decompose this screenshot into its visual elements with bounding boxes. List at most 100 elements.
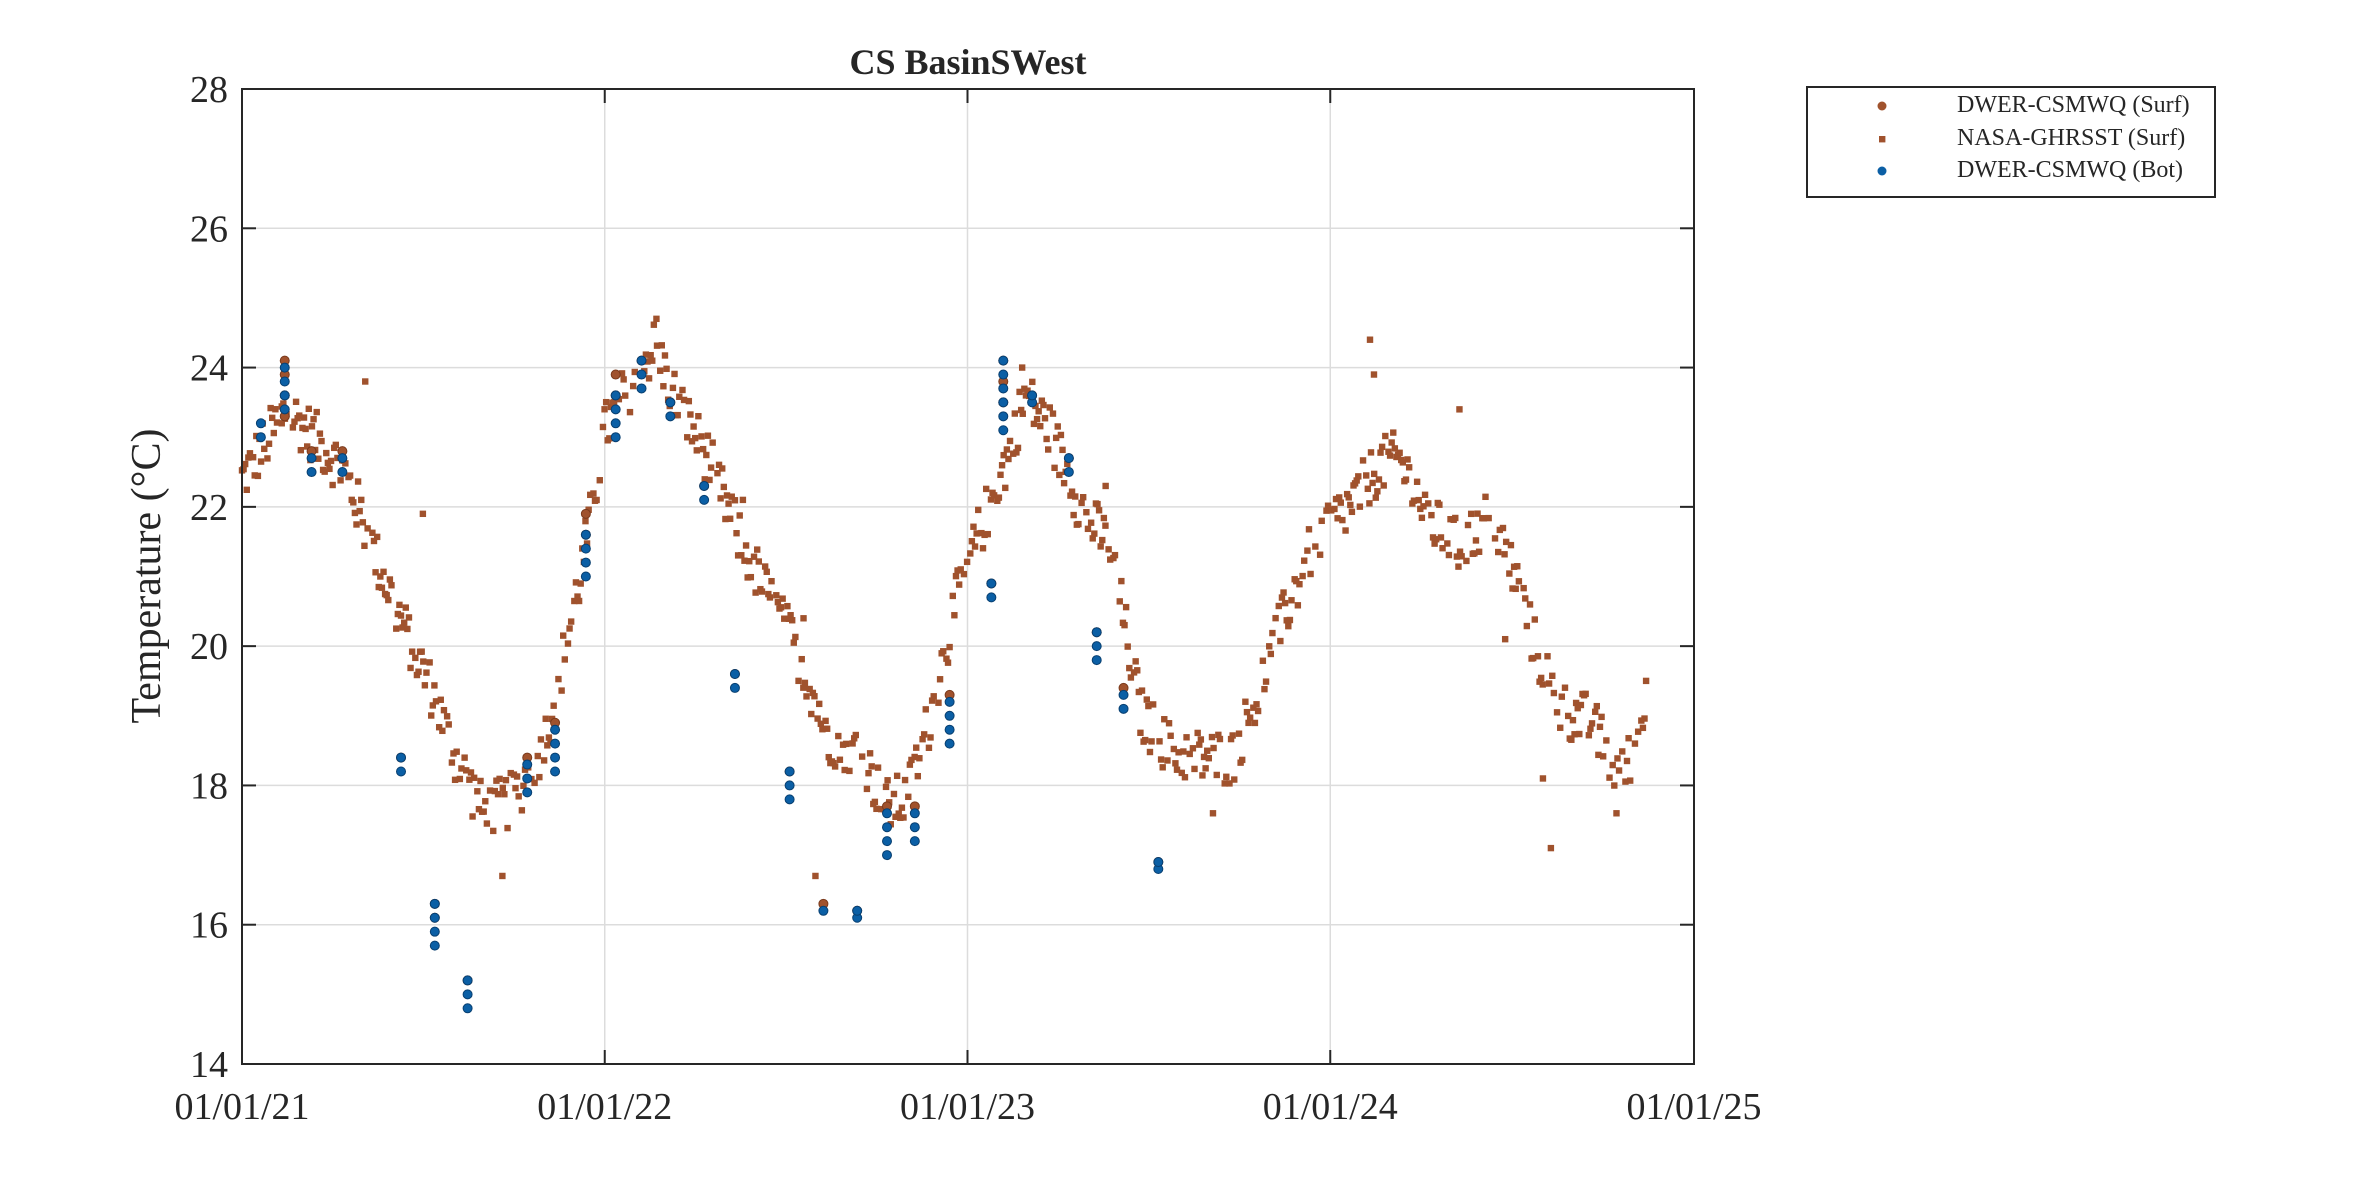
ghrsst-point — [610, 399, 618, 406]
ghrsst-point — [346, 472, 354, 479]
ghrsst-point — [1024, 387, 1031, 394]
ghrsst-point — [927, 734, 934, 741]
ghrsst-point — [1522, 595, 1529, 602]
dwer-bot-point — [429, 940, 440, 951]
ghrsst-point — [1598, 713, 1605, 721]
ghrsst-point — [1585, 732, 1593, 739]
ghrsst-point — [1118, 577, 1125, 585]
ghrsst-point — [583, 540, 591, 547]
ghrsst-point — [773, 592, 780, 599]
ghrsst-point — [377, 573, 384, 580]
ghrsst-point — [254, 472, 262, 480]
ghrsst-point — [795, 677, 802, 685]
ghrsst-point — [647, 351, 654, 359]
dwer-bot-point — [998, 411, 1009, 422]
ghrsst-point — [1545, 680, 1553, 687]
y-tick-label: 18 — [190, 765, 228, 807]
dwer-bot-point — [610, 390, 621, 401]
ghrsst-point — [1390, 429, 1397, 436]
ghrsst-point — [241, 460, 249, 468]
ghrsst-point — [1437, 534, 1445, 541]
dwer-bot-point — [580, 557, 591, 568]
ghrsst-point — [272, 406, 279, 413]
y-tick-label: 22 — [190, 487, 228, 529]
legend-label: DWER-CSMWQ (Surf) — [1957, 92, 2190, 118]
ghrsst-point — [1491, 535, 1499, 542]
legend-marker — [1877, 101, 1887, 111]
ghrsst-point — [1229, 732, 1236, 739]
ghrsst-point — [1410, 497, 1418, 504]
ghrsst-point — [370, 537, 378, 545]
ghrsst-point — [1539, 775, 1547, 782]
ghrsst-point — [968, 537, 976, 545]
ghrsst-point — [693, 447, 700, 454]
ghrsst-point — [1495, 548, 1502, 556]
ghrsst-point — [372, 569, 379, 576]
ghrsst-point — [1526, 601, 1534, 608]
ghrsst-point — [1456, 406, 1463, 413]
ghrsst-point — [1388, 439, 1395, 446]
ghrsst-point — [1391, 445, 1399, 452]
ghrsst-point — [1480, 515, 1488, 522]
ghrsst-point — [1557, 724, 1564, 731]
dwer-bot-point — [255, 418, 266, 429]
ghrsst-point — [1159, 764, 1166, 771]
ghrsst-point — [1157, 756, 1165, 763]
ghrsst-point — [1148, 738, 1155, 745]
ghrsst-point — [990, 492, 998, 499]
ghrsst-point — [1221, 780, 1228, 787]
ghrsst-point — [650, 321, 658, 328]
ghrsst-point — [698, 433, 705, 440]
ghrsst-point — [440, 706, 448, 714]
ghrsst-point — [852, 731, 859, 739]
ghrsst-point — [898, 804, 906, 811]
ghrsst-point — [1277, 637, 1284, 645]
ghrsst-point — [1078, 499, 1085, 507]
ghrsst-point — [1366, 336, 1374, 343]
ghrsst-point — [1035, 408, 1042, 415]
ghrsst-point — [790, 639, 797, 646]
ghrsst-point — [1051, 464, 1058, 472]
dwer-bot-point — [429, 912, 440, 923]
ghrsst-point — [300, 414, 308, 421]
ghrsst-point — [606, 435, 613, 442]
dwer-bot-point — [986, 578, 997, 589]
ghrsst-point — [321, 468, 328, 475]
ghrsst-point — [1425, 500, 1432, 507]
ghrsst-point — [400, 619, 408, 626]
ghrsst-point — [463, 767, 470, 774]
ghrsst-point — [1040, 401, 1047, 409]
ghrsst-point — [1372, 494, 1379, 501]
ghrsst-point — [1142, 736, 1149, 744]
ghrsst-point — [901, 776, 909, 784]
ghrsst-point — [396, 601, 403, 609]
ghrsst-point — [550, 702, 557, 709]
ghrsst-point — [302, 425, 309, 433]
ghrsst-point — [351, 509, 359, 517]
ghrsst-point — [1558, 693, 1566, 700]
ghrsst-point — [669, 384, 677, 392]
ghrsst-point — [1324, 502, 1332, 509]
ghrsst-point — [420, 658, 427, 665]
ghrsst-point — [1375, 476, 1383, 483]
ghrsst-point — [531, 779, 538, 787]
ghrsst-point — [1382, 432, 1389, 440]
ghrsst-point — [445, 721, 452, 728]
dwer-bot-point — [279, 390, 290, 401]
data-points — [238, 315, 1650, 1014]
ghrsst-point — [428, 712, 435, 719]
ghrsst-point — [399, 624, 406, 631]
ghrsst-point — [1239, 756, 1246, 764]
ghrsst-point — [890, 790, 898, 798]
ghrsst-point — [1005, 455, 1012, 463]
ghrsst-point — [1370, 470, 1378, 478]
ghrsst-point — [466, 776, 473, 783]
dwer-bot-point — [550, 752, 561, 763]
ghrsst-point — [658, 342, 665, 349]
ghrsst-point — [1475, 548, 1483, 555]
ghrsst-point — [564, 640, 572, 647]
dwer-bot-point — [998, 369, 1009, 380]
ghrsst-point — [361, 542, 368, 550]
ghrsst-point — [892, 813, 899, 821]
ghrsst-point — [1431, 540, 1438, 547]
